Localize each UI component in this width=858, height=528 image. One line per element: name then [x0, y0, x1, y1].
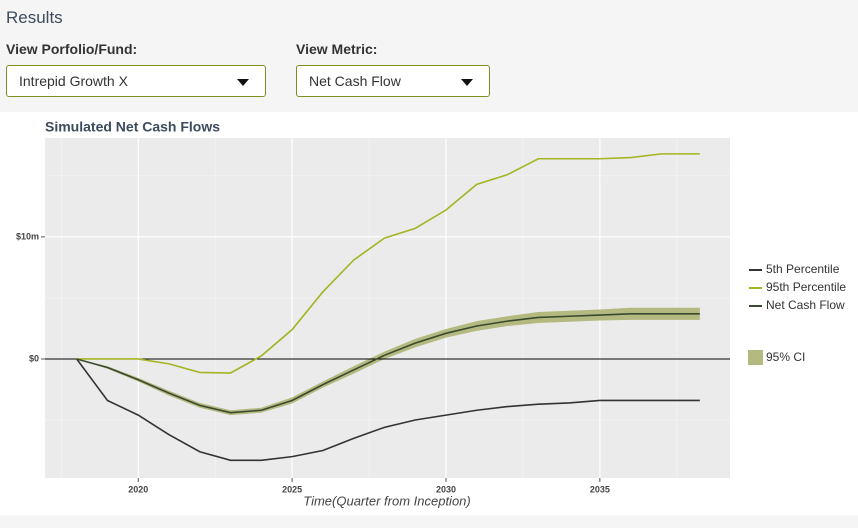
y-tick-label: $10m — [16, 231, 39, 241]
fund-label: View Porfolio/Fund: — [6, 41, 138, 57]
x-axis-label: Time(Quarter from Inception) — [303, 493, 471, 508]
x-tick-label: 2025 — [282, 484, 302, 494]
y-tick-label: $0 — [29, 353, 39, 363]
legend-label: 95% CI — [766, 350, 805, 364]
series-line — [76, 358, 700, 462]
metric-label: View Metric: — [296, 41, 378, 57]
metric-select[interactable]: Net Cash Flow — [296, 65, 490, 97]
chart: Simulated Net Cash Flows Time(Quarter fr… — [16, 119, 846, 509]
metric-value: Net Cash Flow — [309, 73, 401, 89]
controls-panel: Results View Porfolio/Fund: View Metric:… — [0, 0, 858, 112]
dropdown-arrow — [461, 79, 473, 86]
legend-label: Net Cash Flow — [766, 298, 845, 312]
x-tick-label: 2035 — [590, 484, 610, 494]
ci-band — [76, 307, 700, 416]
plot-background — [45, 138, 730, 478]
legend-label: 5th Percentile — [766, 262, 840, 276]
series-line — [76, 153, 700, 374]
series-line — [76, 312, 700, 414]
dropdown-arrow — [237, 79, 249, 86]
fund-value: Intrepid Growth X — [19, 73, 128, 89]
legend-label: 95th Percentile — [766, 280, 846, 294]
footer-strip — [0, 515, 858, 528]
fund-select[interactable]: Intrepid Growth X — [6, 65, 266, 97]
legend-swatch — [748, 350, 763, 365]
results-title: Results — [6, 8, 63, 27]
x-tick-label: 2020 — [128, 484, 148, 494]
x-tick-label: 2030 — [436, 484, 456, 494]
chart-title: Simulated Net Cash Flows — [45, 119, 220, 135]
